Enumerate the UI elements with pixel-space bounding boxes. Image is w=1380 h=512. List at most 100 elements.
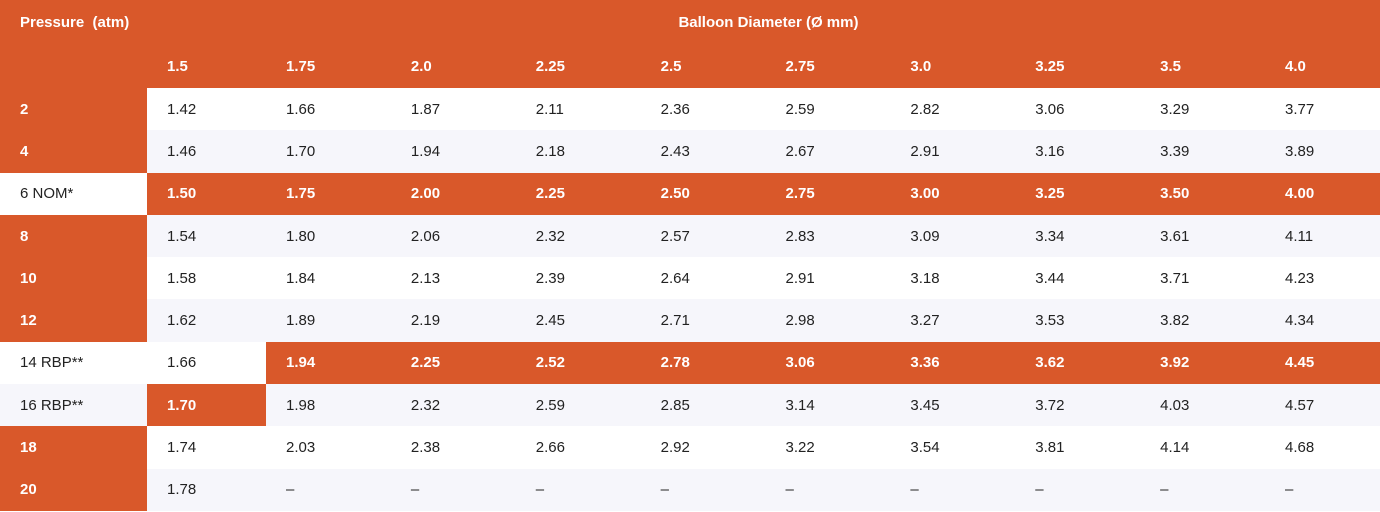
diameter-column-header: 2.75 xyxy=(765,44,891,88)
diameter-value-cell: 2.92 xyxy=(640,426,766,469)
diameter-value-cell: 2.75 xyxy=(765,172,891,215)
diameter-value-cell: 2.82 xyxy=(890,88,1016,131)
diameter-value-cell: 1.84 xyxy=(266,257,391,300)
pressure-column-header: Pressure (atm) xyxy=(0,0,147,44)
diameter-value-cell: 3.53 xyxy=(1015,299,1141,342)
pressure-row-label: 12 xyxy=(0,299,147,342)
diameter-value-cell: 3.61 xyxy=(1140,214,1265,258)
diameter-value-cell: 2.64 xyxy=(640,257,766,300)
diameter-value-cell: 3.29 xyxy=(1140,88,1265,131)
diameter-value-cell: 4.23 xyxy=(1265,257,1380,300)
balloon-diameter-title: Balloon Diameter (Ø mm) xyxy=(147,0,1380,44)
pressure-row-label: 6 NOM* xyxy=(0,172,147,215)
diameter-value-cell: 2.83 xyxy=(765,214,891,258)
diameter-value-cell: 2.25 xyxy=(390,341,516,385)
diameter-value-cell: 3.82 xyxy=(1140,299,1265,342)
diameter-value-cell: 1.87 xyxy=(390,88,516,131)
diameter-value-cell: 3.54 xyxy=(890,426,1016,469)
diameter-value-cell: 2.13 xyxy=(390,257,516,300)
diameter-value-cell: 4.14 xyxy=(1140,426,1265,469)
diameter-value-cell: 3.00 xyxy=(890,172,1016,215)
diameter-value-cell: 3.06 xyxy=(1015,88,1141,131)
diameter-value-cell: 2.71 xyxy=(640,299,766,342)
diameter-value-cell: – xyxy=(890,468,1016,511)
diameter-value-cell: 2.57 xyxy=(640,214,766,258)
diameter-value-cell: 3.71 xyxy=(1140,257,1265,300)
diameter-value-cell: 3.06 xyxy=(765,341,891,385)
diameter-value-cell: 3.27 xyxy=(890,299,1016,342)
diameter-value-cell: – xyxy=(1140,468,1265,511)
diameter-value-cell: 2.06 xyxy=(390,214,516,258)
pressure-row-label: 2 xyxy=(0,88,147,131)
diameter-value-cell: 1.70 xyxy=(147,384,266,427)
diameter-column-header: 1.5 xyxy=(147,44,266,88)
diameter-value-cell: 2.32 xyxy=(390,384,516,427)
pressure-row-label: 8 xyxy=(0,214,147,258)
diameter-value-cell: – xyxy=(266,468,391,511)
diameter-value-cell: 1.75 xyxy=(266,172,391,215)
diameter-column-header: 2.25 xyxy=(515,44,641,88)
table-row: 4 1.46 1.70 1.94 2.18 2.43 2.67 2.91 3.16 3.39 3.8… xyxy=(0,130,1380,173)
table-row: 6 NOM* 1.50 1.75 2.00 2.25 2.50 2.75 3.00 3.25 3.… xyxy=(0,172,1380,215)
table-body: 2 1.42 1.66 1.87 2.11 2.36 2.59 2.82 3.06 3.29 3.7… xyxy=(0,88,1380,511)
diameter-value-cell: 2.32 xyxy=(515,214,641,258)
pressure-row-label: 16 RBP** xyxy=(0,384,147,427)
diameter-value-cell: 3.22 xyxy=(765,426,891,469)
diameter-value-cell: 2.98 xyxy=(765,299,891,342)
diameter-value-cell: 3.44 xyxy=(1015,257,1141,300)
diameter-value-cell: 2.78 xyxy=(640,341,766,385)
diameter-value-cell: – xyxy=(390,468,516,511)
diameter-value-cell: 4.34 xyxy=(1265,299,1380,342)
diameter-value-cell: 4.45 xyxy=(1265,341,1380,385)
pressure-row-label: 10 xyxy=(0,257,147,300)
diameter-value-cell: 2.25 xyxy=(515,172,641,215)
diameter-value-cell: 1.94 xyxy=(390,130,516,173)
pressure-row-label: 14 RBP** xyxy=(0,341,147,385)
diameter-value-cell: 2.43 xyxy=(640,130,766,173)
diameter-value-cell: 2.59 xyxy=(765,88,891,131)
diameter-value-cell: 2.39 xyxy=(515,257,641,300)
table-row: 20 1.78– – – – – – – – – xyxy=(0,468,1380,511)
diameter-value-cell: 4.00 xyxy=(1265,172,1380,215)
table-row: 12 1.62 1.89 2.19 2.45 2.71 2.98 3.27 3.53 3.82 4.… xyxy=(0,299,1380,342)
diameter-value-cell: 2.59 xyxy=(515,384,641,427)
diameter-value-cell: 3.45 xyxy=(890,384,1016,427)
table-row: 16 RBP** 1.70 1.98 2.32 2.59 2.85 3.14 3.45 3.72… xyxy=(0,384,1380,427)
diameter-value-cell: 3.39 xyxy=(1140,130,1265,173)
diameter-value-cell: 2.67 xyxy=(765,130,891,173)
diameter-value-cell: 1.50 xyxy=(147,172,266,215)
diameter-value-cell: – xyxy=(640,468,766,511)
diameter-value-cell: 2.91 xyxy=(765,257,891,300)
table-row: 8 1.54 1.80 2.06 2.32 2.57 2.83 3.09 3.34 3.61 4.1… xyxy=(0,214,1380,258)
diameter-column-header: 2.5 xyxy=(640,44,766,88)
diameter-value-cell: 2.85 xyxy=(640,384,766,427)
diameter-value-cell: 2.66 xyxy=(515,426,641,469)
pressure-row-label: 4 xyxy=(0,130,147,173)
table-row: 14 RBP** 1.66 1.94 2.25 2.52 2.78 3.06 3.36 3.62… xyxy=(0,341,1380,385)
diameter-value-cell: 1.62 xyxy=(147,299,266,342)
diameter-value-cell: 3.09 xyxy=(890,214,1016,258)
diameter-value-cell: – xyxy=(515,468,641,511)
diameter-value-cell: 3.77 xyxy=(1265,88,1380,131)
diameter-value-cell: 3.92 xyxy=(1140,341,1265,385)
diameter-value-cell: 2.36 xyxy=(640,88,766,131)
diameter-value-cell: 1.66 xyxy=(147,341,266,385)
diameter-value-cell: 3.25 xyxy=(1015,172,1141,215)
pressure-row-label: 18 xyxy=(0,426,147,469)
diameter-column-header: 2.0 xyxy=(390,44,516,88)
table-row: 2 1.42 1.66 1.87 2.11 2.36 2.59 2.82 3.06 3.29 3.7… xyxy=(0,88,1380,131)
diameter-value-cell: 1.42 xyxy=(147,88,266,131)
diameter-value-cell: 1.94 xyxy=(266,341,391,385)
diameter-column-header: 3.5 xyxy=(1140,44,1265,88)
diameter-value-cell: – xyxy=(765,468,891,511)
diameter-value-cell: 4.11 xyxy=(1265,214,1380,258)
table-row: 18 1.74 2.03 2.38 2.66 2.92 3.22 3.54 3.81 4.14 4.… xyxy=(0,426,1380,469)
diameter-value-cell: 3.14 xyxy=(765,384,891,427)
table-row: 10 1.58 1.84 2.13 2.39 2.64 2.91 3.18 3.44 3.71 4.… xyxy=(0,257,1380,300)
header-corner-cell xyxy=(0,44,147,88)
diameter-value-cell: 1.89 xyxy=(266,299,391,342)
diameter-value-cell: 2.03 xyxy=(266,426,391,469)
diameter-value-cell: 1.46 xyxy=(147,130,266,173)
diameter-value-cell: 3.50 xyxy=(1140,172,1265,215)
diameter-value-cell: 1.74 xyxy=(147,426,266,469)
